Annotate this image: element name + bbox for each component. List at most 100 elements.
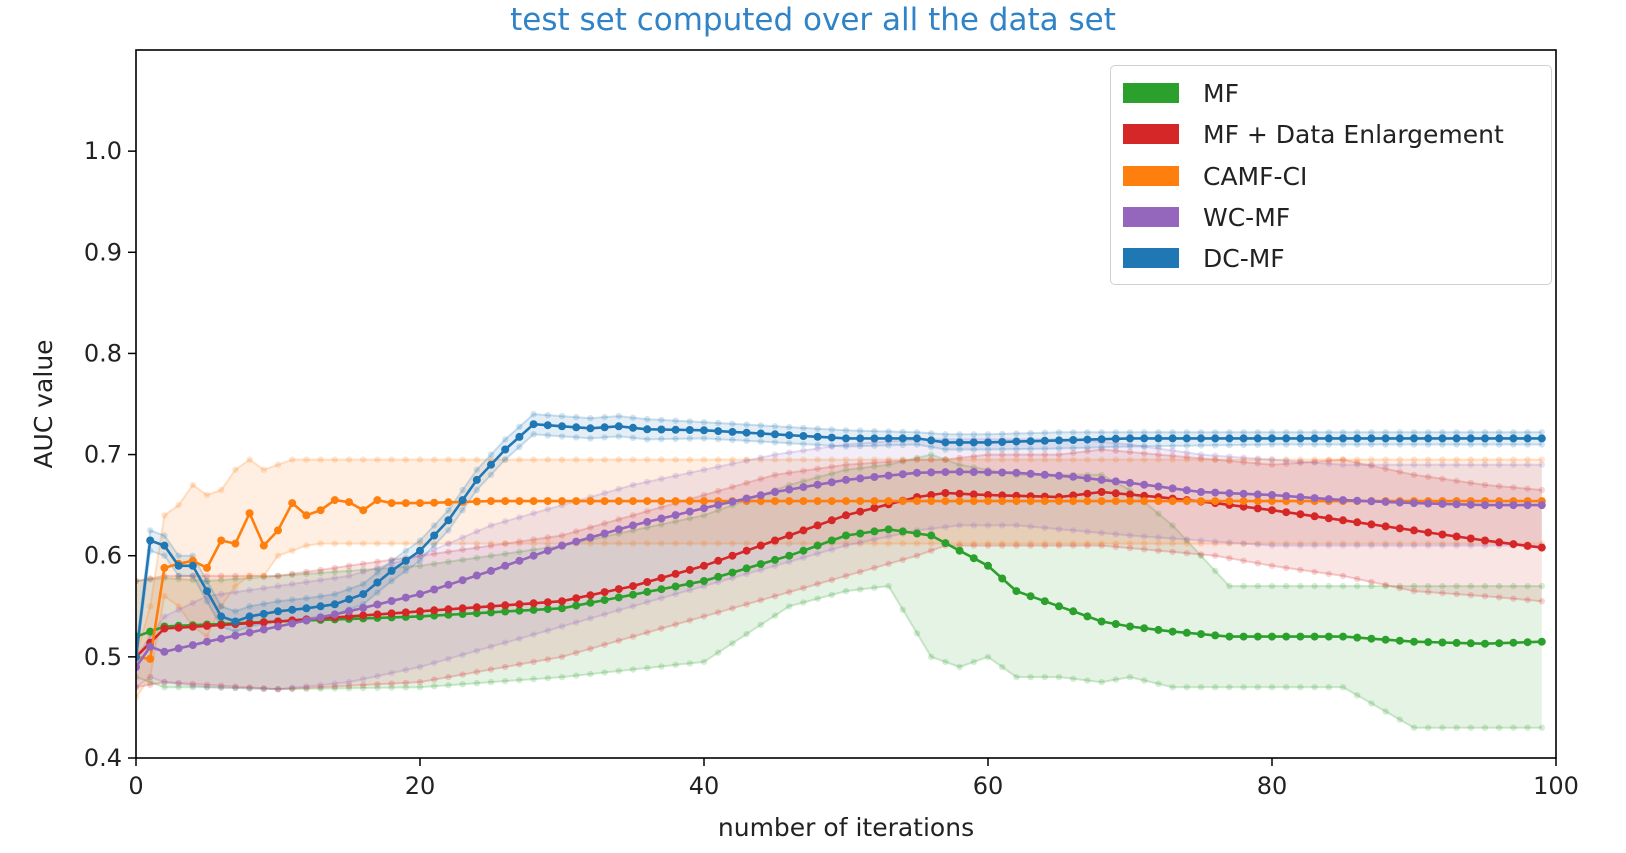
point-wc-mf [1310,494,1319,503]
bound-point-mf [289,571,296,579]
point-mf [1353,633,1362,642]
bound-point-wc-mf [1254,455,1262,462]
bound-point-camf-ci [800,540,807,547]
bound-point-dc-mf [260,600,267,607]
bound-point-mf [700,512,708,519]
bound-point-dc-mf [1098,444,1105,451]
bound-point-camf-ci [942,456,949,463]
bound-point-wc-mf [1325,542,1333,549]
bound-point-camf-ci [885,540,892,547]
point-dc-mf [1012,437,1021,446]
point-wc-mf [1353,496,1362,505]
bound-point-wc-mf [1141,443,1148,450]
y-tick-label: 0.9 [84,238,122,266]
point-mf [1182,628,1191,637]
point-wc-mf [1339,496,1347,505]
bound-point-dc-mf [615,433,622,440]
bound-point-wc-mf [1183,536,1191,543]
point-wc-mf [217,634,226,643]
bound-point-mf-data-enlargement [771,471,779,478]
bound-point-camf-ci [416,456,424,463]
bound-point-dc-mf [842,443,850,450]
bound-point-wc-mf [1155,445,1162,452]
bound-point-mf-data-enlargement [431,676,438,683]
bound-point-wc-mf [1268,456,1276,463]
bound-point-dc-mf [1027,445,1034,453]
bound-point-dc-mf [558,433,566,440]
bound-point-wc-mf [431,659,438,667]
bound-point-dc-mf [1197,429,1205,436]
bound-point-wc-mf [1197,537,1205,544]
bound-point-mf [303,570,310,578]
point-dc-mf [458,496,467,505]
point-dc-mf [558,422,566,431]
point-dc-mf [1452,434,1461,443]
bound-point-camf-ci [218,603,225,610]
point-wc-mf [870,473,879,481]
bound-point-mf [1212,684,1219,691]
point-camf-ci [600,497,609,506]
point-wc-mf [1523,501,1532,510]
bound-point-dc-mf [828,426,835,433]
bound-point-mf [1481,724,1489,731]
series-lines [136,420,1546,671]
point-dc-mf [401,556,410,565]
bound-point-mf [1098,678,1105,686]
point-dc-mf [1537,434,1546,443]
point-mf [1367,634,1376,643]
bound-point-mf [1510,724,1517,731]
bound-point-dc-mf [629,434,637,442]
bound-point-wc-mf [1141,533,1148,540]
point-dc-mf [799,432,808,440]
bound-point-mf-data-enlargement [303,684,310,691]
point-dc-mf [387,566,396,575]
point-wc-mf [529,551,538,560]
bound-point-camf-ci [786,456,793,463]
bound-point-camf-ci [573,456,580,463]
point-wc-mf [259,625,268,634]
point-wc-mf [345,607,353,616]
bound-point-dc-mf [1212,442,1219,449]
point-dc-mf [430,531,439,540]
point-dc-mf [1055,436,1063,445]
bound-point-camf-ci [700,456,708,463]
point-camf-ci [1069,497,1078,506]
bound-point-dc-mf [502,456,509,463]
point-wc-mf [700,504,708,513]
point-mf-data-enlargement [629,582,637,591]
bound-point-mf-data-enlargement [445,673,452,681]
point-dc-mf [543,421,552,430]
bound-point-dc-mf [1396,441,1404,448]
point-dc-mf [955,438,964,447]
bound-point-mf-data-enlargement [203,681,211,688]
bound-point-dc-mf [203,577,211,585]
bound-point-camf-ci [1481,456,1489,463]
bound-point-dc-mf [459,507,466,514]
bound-point-wc-mf [743,457,750,464]
bound-point-camf-ci [857,456,864,463]
point-mf-data-enlargement [245,619,254,628]
bound-point-camf-ci [1354,456,1361,463]
point-mf [671,582,680,591]
bound-point-dc-mf [374,569,381,576]
bound-point-mf [1013,673,1020,681]
point-mf [842,531,850,540]
point-mf [1012,587,1021,596]
bound-point-mf [1325,684,1333,691]
bound-point-camf-ci [786,540,793,547]
bound-point-camf-ci [1283,540,1290,547]
y-tick-label: 0.6 [84,542,122,570]
bound-point-wc-mf [800,447,807,454]
point-mf-data-enlargement [657,574,666,582]
bound-point-mf [814,595,821,602]
bound-point-camf-ci [232,582,239,590]
bound-point-mf [1439,582,1446,590]
bound-point-mf-data-enlargement [1155,547,1162,554]
point-mf [785,551,794,560]
point-camf-ci [1225,497,1234,506]
bound-point-mf [516,548,523,555]
bound-point-mf [1027,673,1034,681]
bound-point-dc-mf [1325,441,1333,448]
point-mf-data-enlargement [472,603,481,612]
